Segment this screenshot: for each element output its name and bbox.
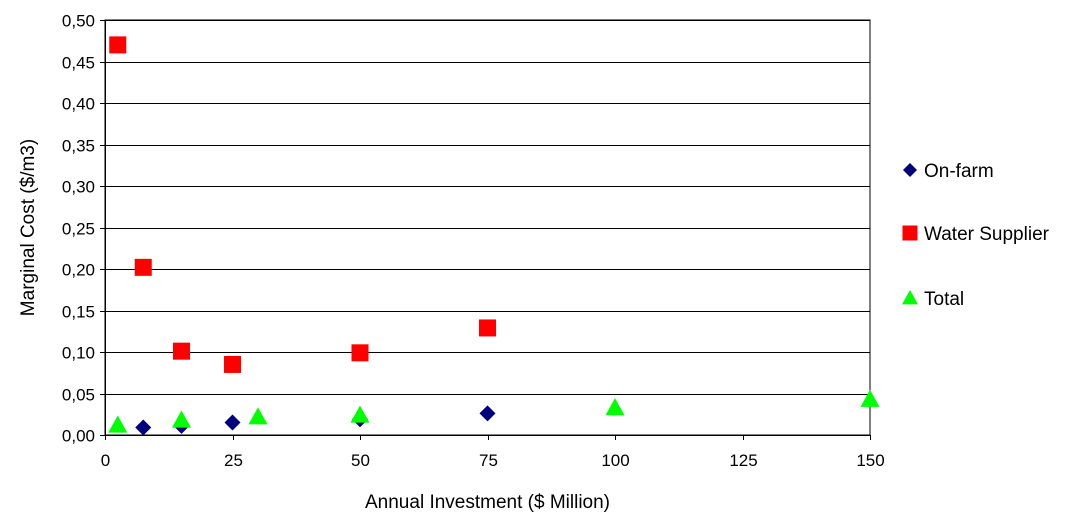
x-tick-label: 50 <box>351 451 370 470</box>
total-point <box>248 407 268 425</box>
water-supplier-point <box>224 355 241 373</box>
legend-label-water-supplier: Water Supplier <box>924 224 1050 245</box>
x-axis-title: Annual Investment ($ Million) <box>365 492 610 513</box>
y-tick-label: 0,35 <box>62 137 95 156</box>
plot-border <box>104 19 871 436</box>
x-tick-label: 25 <box>224 451 243 470</box>
water-supplier-point <box>109 36 127 54</box>
y-axis-ticks: 0,00 0,05 0,10 0,15 0,20 0,25 0,30 0,35 0,40 0,45… <box>62 12 106 446</box>
y-tick-label: 0,15 <box>62 303 95 322</box>
y-tick-label: 0,50 <box>62 12 95 31</box>
plot-area <box>104 19 871 436</box>
total-point <box>108 415 128 433</box>
water-supplier-point <box>173 342 190 360</box>
legend-marker-on-farm <box>903 163 917 177</box>
total-point <box>605 398 625 416</box>
y-tick-label: 0,25 <box>62 220 95 239</box>
gridlines <box>105 20 870 395</box>
y-tick-label: 0,40 <box>62 95 95 114</box>
x-tick-label: 150 <box>856 451 884 470</box>
y-tick-label: 0,20 <box>62 261 95 280</box>
x-tick-label: 100 <box>601 451 629 470</box>
water-supplier-point <box>351 344 369 362</box>
total-point <box>350 405 370 423</box>
data-markers <box>108 36 880 436</box>
x-axis-ticks: 0 25 50 75 100 125 150 <box>101 435 885 470</box>
total-point <box>860 389 880 407</box>
water-supplier-point <box>134 258 152 276</box>
x-tick-label: 75 <box>479 451 498 470</box>
on-farm-point <box>224 414 241 431</box>
y-tick-label: 0,00 <box>62 427 95 446</box>
legend-marker-water-supplier <box>902 225 918 241</box>
y-axis-title: Marginal Cost ($/m3) <box>18 139 39 316</box>
on-farm-point <box>135 419 152 436</box>
y-tick-label: 0,05 <box>62 386 95 405</box>
legend-label-total: Total <box>924 289 964 310</box>
x-tick-label: 125 <box>729 451 757 470</box>
y-tick-label: 0,10 <box>62 344 95 363</box>
water-supplier-point <box>479 319 496 337</box>
on-farm-point <box>479 405 496 422</box>
legend-marker-total <box>902 290 918 305</box>
x-tick-label: 0 <box>101 451 110 470</box>
legend-label-on-farm: On-farm <box>924 161 994 182</box>
legend: On-farm Water Supplier Total <box>902 161 1050 310</box>
total-point <box>172 410 191 428</box>
y-tick-label: 0,45 <box>62 54 95 73</box>
y-tick-label: 0,30 <box>62 178 95 197</box>
